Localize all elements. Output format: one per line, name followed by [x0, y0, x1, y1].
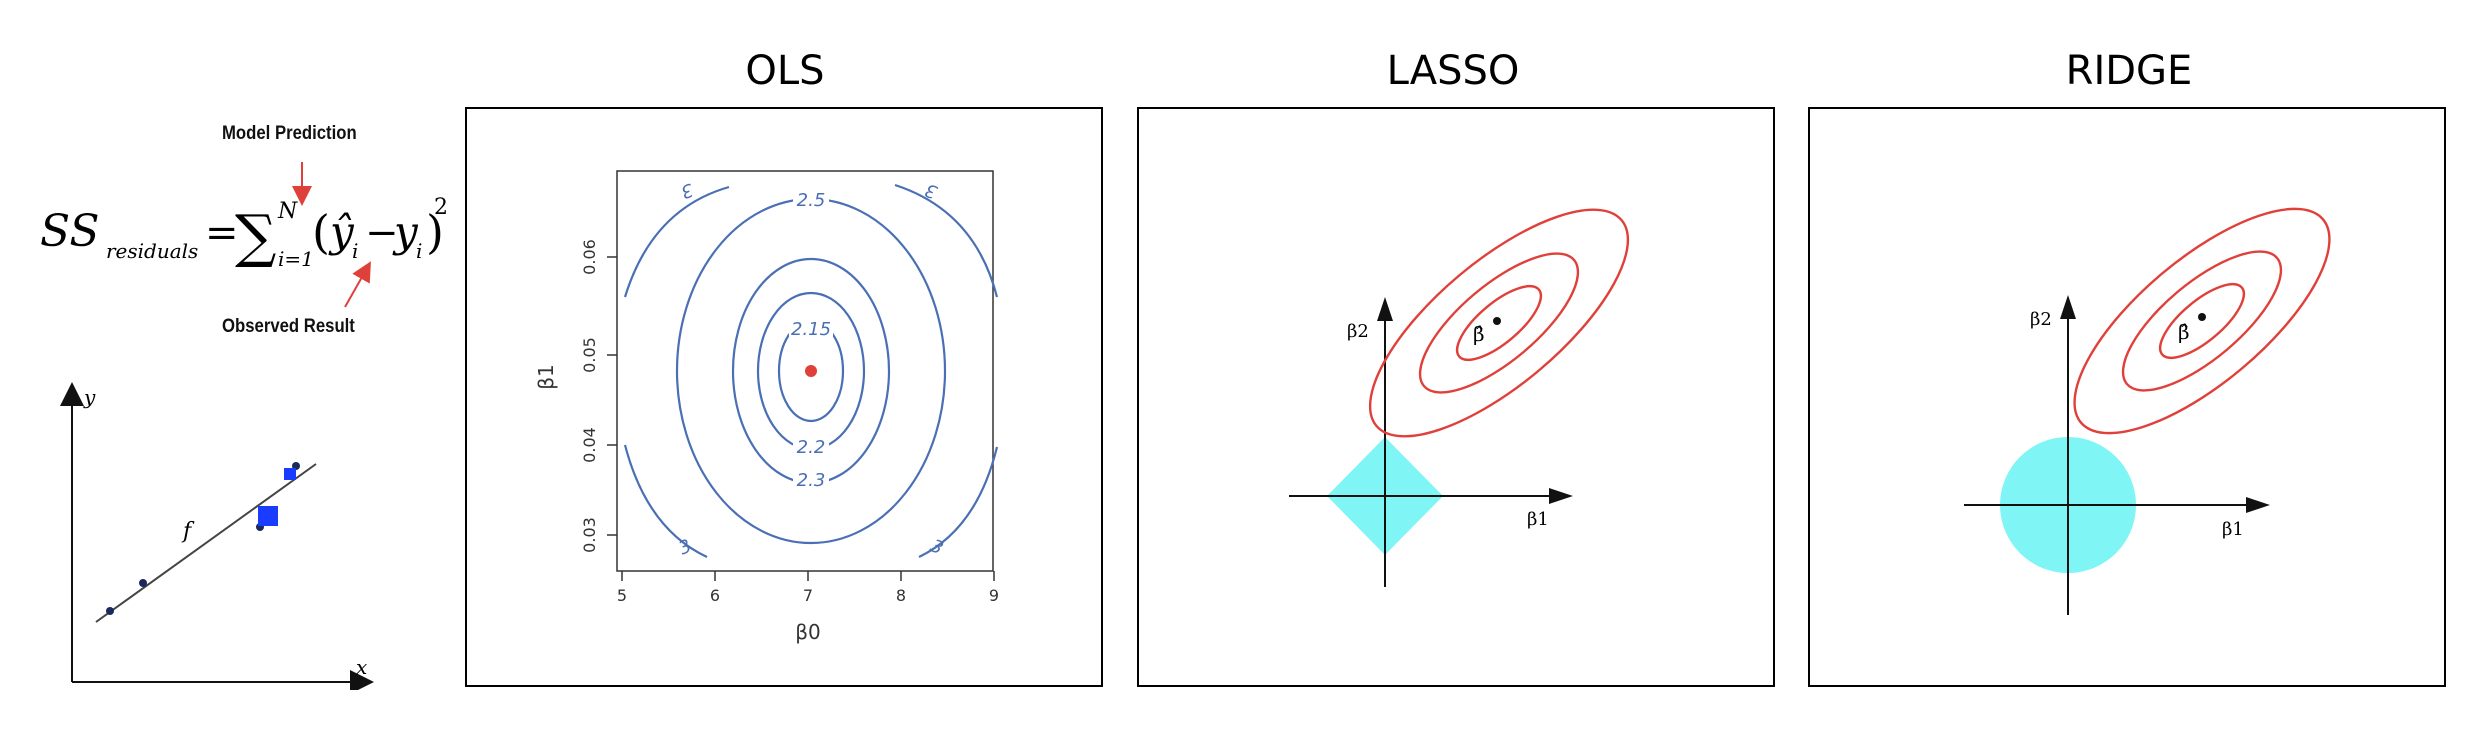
annotation-model-prediction: Model Prediction	[222, 123, 357, 144]
ols-minimum-point	[805, 365, 817, 377]
lasso-x-axis-label: β1	[1527, 509, 1549, 530]
regression-sketch: y x f	[60, 382, 374, 690]
formula-prediction-sub: i	[352, 239, 358, 263]
ols-x-tick: 6	[710, 586, 720, 605]
ols-x-axis	[621, 571, 995, 581]
ols-title: OLS	[745, 48, 825, 94]
ols-panel: 5 6 7 8 9 0.03 0.04 0.05 0.06 β0 β1	[465, 107, 1103, 687]
ridge-panel: β2 β1 β̂	[1808, 107, 2446, 687]
formula-lhs: SS	[40, 206, 100, 257]
formula-lhs-subscript: residuals	[106, 239, 198, 263]
formula-exponent: 2	[434, 195, 448, 220]
lasso-estimate-label: β̂	[1473, 322, 1485, 346]
lasso-estimate-point	[1493, 317, 1501, 325]
formula-prediction: ŷ	[328, 207, 355, 256]
fitted-line-label: f	[181, 519, 195, 544]
lasso-ellipse-inner	[1455, 285, 1543, 361]
contour-label: 2.2	[797, 437, 826, 458]
ridge-diagram: β2 β1 β̂	[1964, 207, 2331, 615]
ols-contour-plot: 5 6 7 8 9 0.03 0.04 0.05 0.06 β0 β1	[534, 170, 999, 644]
lasso-ellipse-outer	[1368, 208, 1630, 438]
formula-open-paren: (	[312, 205, 330, 259]
ols-x-tick: 5	[617, 586, 627, 605]
contour-label: 3	[678, 179, 696, 203]
contour-label: 3	[927, 536, 946, 560]
ridge-title: RIDGE	[2065, 48, 2193, 94]
ols-y-axis	[607, 256, 617, 536]
formula-equals: =	[205, 210, 239, 256]
formula-minus: −	[365, 210, 399, 256]
lasso-ellipse-mid	[1418, 252, 1580, 394]
ols-y-tick: 0.04	[580, 427, 599, 463]
residual-square	[284, 468, 296, 480]
ridge-ellipse-outer	[2073, 207, 2331, 435]
formula-sum-symbol: ∑	[235, 202, 276, 270]
ridge-estimate-label: β̂	[2178, 320, 2190, 344]
fitted-line	[95, 463, 317, 623]
contour-3-bottom-left	[623, 444, 708, 558]
contour-3-top-right	[894, 183, 999, 298]
annotation-observed-result: Observed Result	[222, 316, 355, 337]
data-point	[139, 579, 147, 587]
ridge-ellipse-mid	[2121, 250, 2283, 392]
contour-3-top-left	[623, 185, 730, 298]
sum-of-squares-formula: SS residuals = ∑ N i=1 ( ŷ i − y i ) 2	[40, 195, 448, 271]
lasso-panel: β2 β1 β̂	[1137, 107, 1775, 687]
ols-x-label: β0	[795, 620, 821, 644]
ols-x-tick: 8	[896, 586, 906, 605]
sketch-x-label: x	[356, 655, 367, 679]
formula-close-paren: )	[426, 205, 444, 259]
ols-y-tick: 0.05	[580, 337, 599, 373]
ols-plot-frame	[616, 170, 994, 572]
formula-observed: y	[392, 207, 419, 256]
formula-annotation-arrows	[292, 162, 371, 308]
formula-sum-lower: i=1	[278, 247, 314, 271]
lasso-title: LASSO	[1386, 48, 1520, 94]
sketch-y-label: y	[83, 385, 96, 409]
ols-x-tick: 9	[989, 586, 999, 605]
ols-y-tick: 0.03	[580, 517, 599, 553]
contour-label: 2.5	[797, 190, 826, 211]
contour-label: 2.3	[797, 470, 826, 491]
ridge-error-ellipses	[2073, 207, 2331, 435]
lasso-diagram: β2 β1 β̂	[1289, 208, 1630, 587]
contour-3-bottom-right	[918, 446, 999, 558]
arrow-to-observed	[344, 261, 371, 308]
ols-y-label: β1	[534, 364, 558, 390]
lasso-error-ellipses	[1368, 208, 1630, 438]
ols-x-tick: 7	[803, 586, 813, 605]
lasso-y-axis-label: β2	[1347, 321, 1369, 342]
ridge-ellipse-inner	[2158, 283, 2246, 359]
ols-y-tick: 0.06	[580, 239, 599, 275]
formula-sum-upper: N	[277, 199, 298, 224]
contour-label: 2.15	[791, 319, 831, 340]
ridge-y-axis-label: β2	[2030, 309, 2052, 330]
ridge-estimate-point	[2198, 313, 2206, 321]
ridge-x-axis-label: β1	[2222, 519, 2244, 540]
contour-label: 3	[922, 179, 940, 203]
residual-square	[258, 506, 278, 526]
data-point	[106, 607, 114, 615]
formula-observed-sub: i	[416, 239, 422, 263]
